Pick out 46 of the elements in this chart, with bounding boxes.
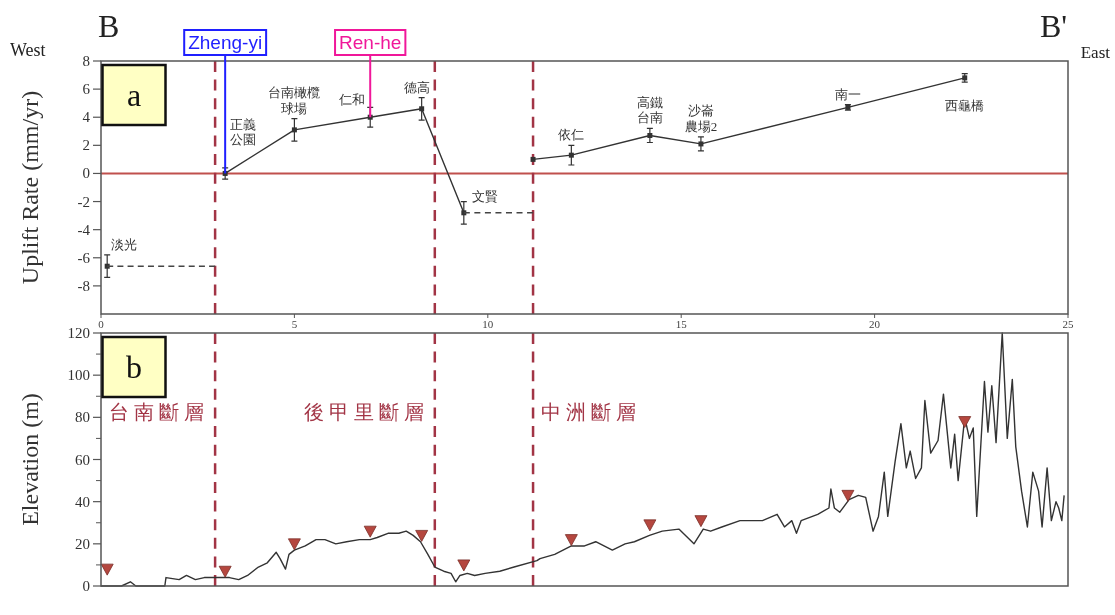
data-label: 南一 [834, 86, 861, 102]
y-tick-label: 8 [82, 53, 90, 69]
ref-line-label: 中洲斷層 [541, 401, 642, 424]
text: West [10, 40, 46, 60]
data-label: 文賢 [471, 188, 498, 204]
x-tick-label: 0 [98, 318, 105, 330]
annotation: Ren-he [339, 32, 402, 53]
x-tick-label: 20 [869, 318, 881, 330]
x-tick-label: 5 [291, 318, 298, 330]
y-tick-label: 0 [82, 578, 90, 594]
y-tick-label: 120 [67, 325, 90, 341]
data-label: 台南橄欖球場 [268, 85, 321, 116]
y-tick-label: -8 [77, 277, 90, 294]
y-tick-label: -2 [77, 193, 90, 210]
text: B' [1040, 8, 1068, 44]
x-tick-label: 25 [1062, 318, 1074, 330]
x-tick-label: 10 [482, 318, 494, 330]
y-tick-label: -4 [77, 221, 91, 238]
y-tick-label: 60 [75, 451, 90, 468]
y-tick-label: 80 [75, 409, 90, 426]
y-axis-title: Elevation (m) [17, 393, 43, 526]
text: East [1080, 43, 1111, 62]
text: B [98, 8, 120, 44]
text: a [126, 77, 142, 113]
data-label: 仁和 [338, 92, 366, 108]
y-tick-label: 100 [67, 367, 90, 384]
y-axis-title: Uplift Rate (mm/yr) [17, 90, 43, 285]
data-label: 沙崙農場2 [684, 103, 718, 134]
text: b [126, 349, 142, 385]
data-label: 高鐵台南 [636, 94, 663, 126]
data-label: 淡光 [111, 237, 138, 253]
y-tick-label: 6 [82, 81, 91, 98]
x-tick-label: 15 [675, 318, 688, 330]
y-tick-label: 0 [82, 165, 90, 182]
ref-line-label: 後甲里斷層 [303, 401, 429, 424]
y-tick-label: 2 [82, 137, 90, 154]
y-tick-label: 4 [82, 109, 91, 126]
y-tick-label: 20 [75, 535, 90, 552]
data-label: 正義公園 [230, 116, 257, 148]
y-tick-label: 40 [75, 493, 90, 510]
data-label: 依仁 [558, 127, 585, 143]
y-tick-label: -6 [77, 249, 91, 266]
annotation: Zheng-yi [188, 32, 263, 53]
data-label: 德高 [403, 79, 430, 95]
ref-line-label: 台南斷層 [109, 401, 210, 424]
data-label: 西龜橋 [945, 97, 985, 113]
